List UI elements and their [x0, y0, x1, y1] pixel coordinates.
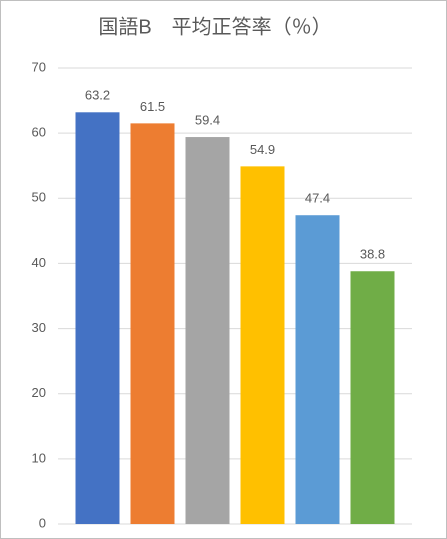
- data-label: 59.4: [195, 112, 220, 127]
- data-label: 63.2: [85, 88, 110, 103]
- y-tick-label: 20: [32, 385, 46, 400]
- bar: [75, 112, 120, 524]
- y-tick-label: 50: [32, 190, 46, 205]
- y-tick-label: 60: [32, 125, 46, 140]
- bar: [295, 215, 340, 525]
- y-tick-label: 30: [32, 320, 46, 335]
- bar: [185, 137, 230, 524]
- bar: [240, 166, 285, 524]
- bar: [130, 123, 175, 524]
- y-tick-label: 70: [32, 59, 46, 74]
- data-label: 54.9: [250, 142, 275, 157]
- data-label: 47.4: [305, 191, 330, 206]
- bar: [350, 271, 395, 524]
- y-tick-label: 10: [32, 450, 46, 465]
- data-label: 38.8: [360, 247, 385, 262]
- data-label: 61.5: [140, 99, 165, 114]
- y-tick-label: 0: [39, 515, 46, 530]
- chart-title: 国語B 平均正答率（％）: [98, 15, 331, 38]
- y-tick-label: 40: [32, 255, 46, 270]
